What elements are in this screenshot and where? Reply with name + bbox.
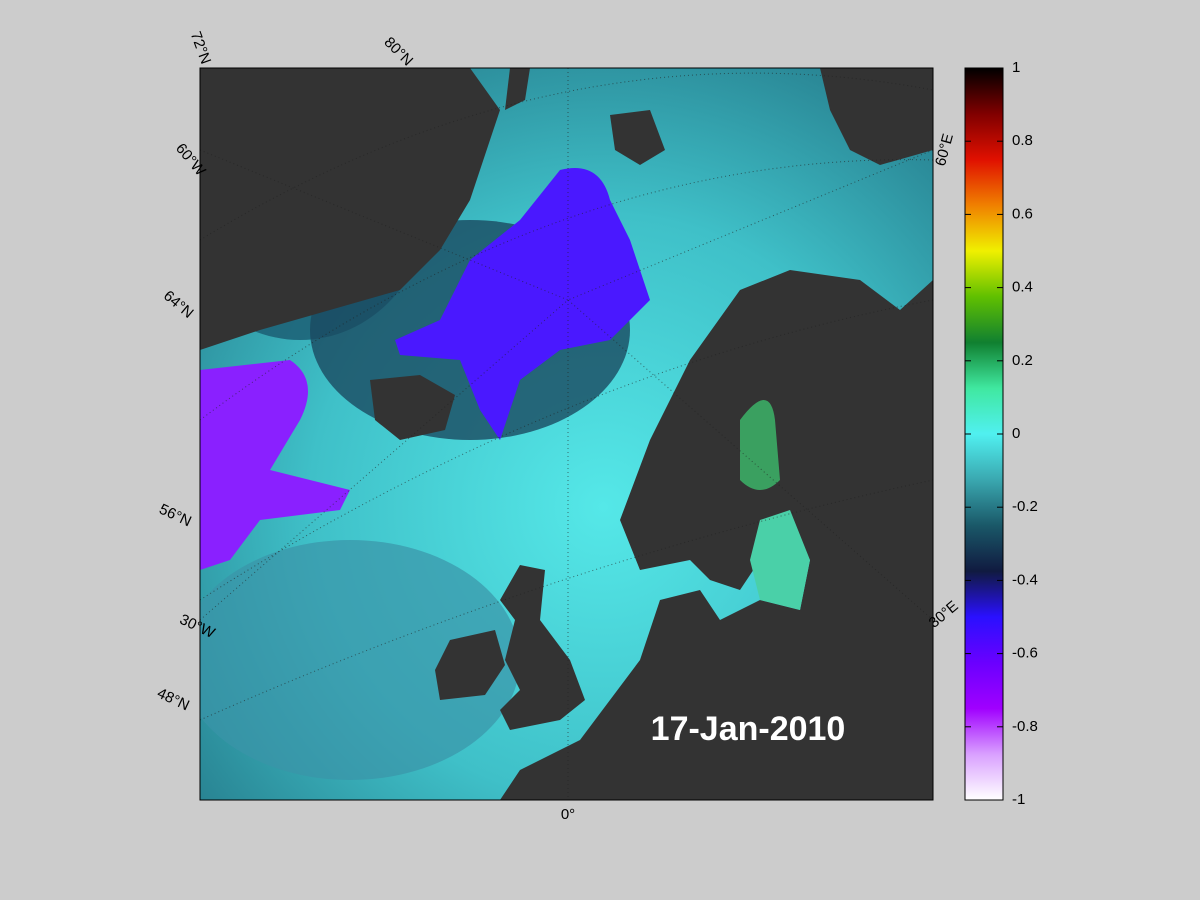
colorbar-tick-label: -0.2 xyxy=(1012,498,1038,515)
greenland xyxy=(200,68,500,350)
map xyxy=(200,68,933,800)
svalbard xyxy=(610,110,665,165)
graticule xyxy=(567,149,933,301)
map-frame xyxy=(199,67,934,801)
colorbar-tick-label: 0.6 xyxy=(1012,205,1033,222)
colorbar-tick-label: 0 xyxy=(1012,425,1020,442)
graticule-label: 60°E xyxy=(932,132,957,168)
graticule-label: 72°N xyxy=(187,29,214,66)
colorbar-ticks: 1 0.8 0.6 0.4 0.2 0 -0.2 -0.4 -0.6 -0.8 -1 xyxy=(965,59,1038,808)
colorbar-tick-label: 1 xyxy=(1012,59,1020,76)
colorbar-tick-label: -0.8 xyxy=(1012,718,1038,735)
ireland xyxy=(435,630,505,700)
colorbar-tick-label: -0.4 xyxy=(1012,571,1038,588)
colorbar-tick-label: 0.8 xyxy=(1012,132,1033,149)
baltic xyxy=(750,510,810,610)
colorbar-tick-label: 0.2 xyxy=(1012,352,1033,369)
graticule-label: 64°N xyxy=(160,287,197,322)
colorbar-tick-label: -1 xyxy=(1012,791,1025,808)
colorbar xyxy=(964,67,1004,801)
graticule xyxy=(567,299,933,621)
sea-field xyxy=(200,540,520,780)
land xyxy=(505,68,530,110)
anomaly-blob xyxy=(395,168,650,440)
colorbar-tick-label: 0.4 xyxy=(1012,279,1033,296)
anomaly-blob xyxy=(200,360,350,570)
graticule xyxy=(200,479,933,721)
great-britain xyxy=(500,565,585,730)
graticule xyxy=(200,159,933,421)
scandinavia-europe xyxy=(500,270,933,800)
colorbar-tick-label: -0.6 xyxy=(1012,645,1038,662)
graticule-label: 48°N xyxy=(154,685,192,715)
novaya-zemlya xyxy=(820,68,933,165)
graticule-label: 56°N xyxy=(156,501,194,531)
gulf-of-bothnia xyxy=(740,400,780,490)
graticule-label: 0° xyxy=(561,806,575,823)
iceland xyxy=(370,375,455,440)
date-label: 17-Jan-2010 xyxy=(651,710,846,748)
graticule-label: 80°N xyxy=(381,34,417,70)
